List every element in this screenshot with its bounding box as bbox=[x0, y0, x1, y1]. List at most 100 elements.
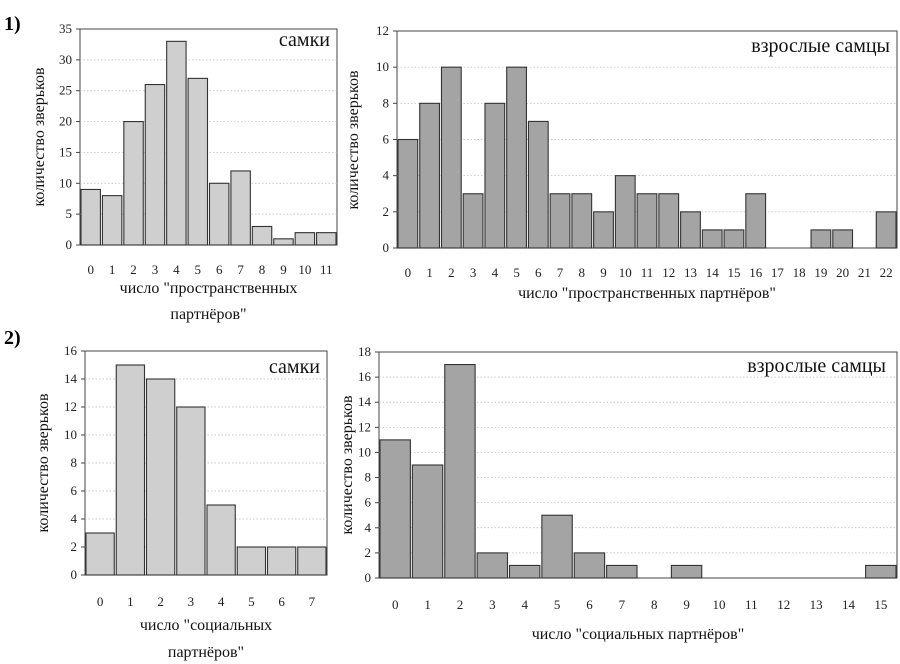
x-tick-label: 14 bbox=[706, 265, 720, 280]
bar bbox=[571, 193, 593, 249]
y-tick-label: 10 bbox=[59, 175, 72, 190]
x-tick-label: 10 bbox=[619, 265, 632, 280]
x-tick-label: 8 bbox=[579, 265, 586, 280]
y-tick-label: 4 bbox=[71, 511, 78, 526]
row-label-2: 2) bbox=[4, 327, 21, 349]
bar bbox=[297, 546, 327, 576]
bar bbox=[123, 121, 144, 246]
bar bbox=[723, 229, 745, 249]
bar bbox=[379, 439, 411, 579]
bar bbox=[865, 564, 897, 579]
x-tick-label: 3 bbox=[188, 594, 195, 609]
bar bbox=[745, 193, 767, 249]
bar bbox=[832, 229, 854, 249]
x-tick-label: 11 bbox=[745, 597, 758, 612]
y-tick-label: 10 bbox=[358, 444, 371, 459]
bar bbox=[527, 120, 549, 249]
y-tick-label: 14 bbox=[64, 371, 78, 386]
y-tick-label: 0 bbox=[66, 237, 73, 252]
y-tick-label: 4 bbox=[365, 520, 372, 535]
x-tick-label: 1 bbox=[109, 262, 116, 277]
y-axis-label: количество зверьков bbox=[339, 395, 356, 535]
x-tick-label: 0 bbox=[405, 265, 412, 280]
bar bbox=[658, 193, 680, 249]
bar bbox=[316, 232, 337, 246]
x-tick-label: 16 bbox=[749, 265, 763, 280]
y-tick-label: 30 bbox=[59, 52, 72, 67]
bar bbox=[875, 211, 897, 249]
x-tick-label: 3 bbox=[489, 597, 496, 612]
x-tick-label: 8 bbox=[651, 597, 658, 612]
y-tick-label: 0 bbox=[383, 240, 390, 255]
x-tick-label: 10 bbox=[298, 262, 311, 277]
x-tick-label: 17 bbox=[771, 265, 785, 280]
bar bbox=[484, 102, 506, 249]
panel-title: самки bbox=[269, 356, 320, 378]
bar bbox=[670, 564, 703, 579]
bar bbox=[606, 564, 638, 579]
x-tick-label: 2 bbox=[448, 265, 455, 280]
x-tick-label: 20 bbox=[836, 265, 849, 280]
y-tick-label: 8 bbox=[383, 95, 390, 110]
y-tick-label: 10 bbox=[64, 427, 77, 442]
y-tick-label: 2 bbox=[383, 204, 390, 219]
y-axis-label: количество зверьков bbox=[35, 393, 52, 533]
bar bbox=[444, 364, 476, 579]
bar bbox=[208, 182, 230, 246]
bar bbox=[206, 504, 236, 576]
x-tick-label: 1 bbox=[426, 265, 433, 280]
y-tick-label: 14 bbox=[358, 394, 372, 409]
bar bbox=[294, 232, 316, 246]
y-tick-label: 25 bbox=[59, 83, 72, 98]
y-axis-label: количество зверьков bbox=[31, 67, 48, 207]
bar bbox=[549, 193, 571, 249]
y-tick-label: 12 bbox=[64, 399, 77, 414]
plot-area bbox=[79, 28, 338, 246]
x-tick-label: 6 bbox=[586, 597, 593, 612]
x-tick-label: 14 bbox=[842, 597, 856, 612]
x-tick-label: 5 bbox=[513, 265, 520, 280]
y-tick-label: 8 bbox=[71, 455, 78, 470]
y-tick-label: 15 bbox=[59, 144, 72, 159]
bar bbox=[462, 193, 484, 249]
panel-title: самки bbox=[279, 29, 330, 51]
y-tick-label: 12 bbox=[376, 23, 389, 38]
bar bbox=[266, 546, 297, 576]
bar bbox=[251, 225, 273, 246]
x-tick-label: 3 bbox=[470, 265, 477, 280]
y-tick-label: 8 bbox=[365, 470, 372, 485]
x-tick-label: 6 bbox=[216, 262, 223, 277]
bar bbox=[176, 406, 206, 576]
x-axis-label: партнёров" bbox=[168, 644, 244, 661]
bar bbox=[476, 552, 509, 579]
bar bbox=[187, 77, 209, 246]
x-tick-label: 1 bbox=[127, 594, 134, 609]
x-tick-label: 9 bbox=[683, 597, 690, 612]
x-tick-label: 10 bbox=[712, 597, 725, 612]
x-tick-label: 19 bbox=[814, 265, 827, 280]
y-tick-label: 6 bbox=[71, 483, 78, 498]
bar bbox=[573, 552, 606, 579]
x-tick-label: 0 bbox=[87, 262, 94, 277]
x-tick-label: 21 bbox=[858, 265, 871, 280]
x-tick-label: 5 bbox=[554, 597, 561, 612]
x-tick-label: 13 bbox=[810, 597, 823, 612]
x-tick-label: 0 bbox=[97, 594, 104, 609]
bar bbox=[80, 188, 101, 246]
bar bbox=[508, 564, 541, 579]
bar bbox=[85, 532, 115, 576]
x-tick-label: 15 bbox=[874, 597, 887, 612]
bar bbox=[701, 229, 723, 249]
y-tick-label: 6 bbox=[383, 132, 390, 147]
x-axis-label: число "социальных партнёров" bbox=[532, 626, 744, 643]
x-tick-label: 11 bbox=[641, 265, 654, 280]
x-tick-label: 4 bbox=[218, 594, 225, 609]
x-tick-label: 18 bbox=[793, 265, 806, 280]
x-tick-label: 12 bbox=[777, 597, 790, 612]
x-tick-label: 6 bbox=[535, 265, 542, 280]
bar bbox=[636, 193, 658, 249]
x-axis-label: число "пространственных партнёров" bbox=[518, 285, 776, 302]
x-tick-label: 3 bbox=[152, 262, 159, 277]
x-axis-label: партнёров" bbox=[170, 306, 246, 323]
